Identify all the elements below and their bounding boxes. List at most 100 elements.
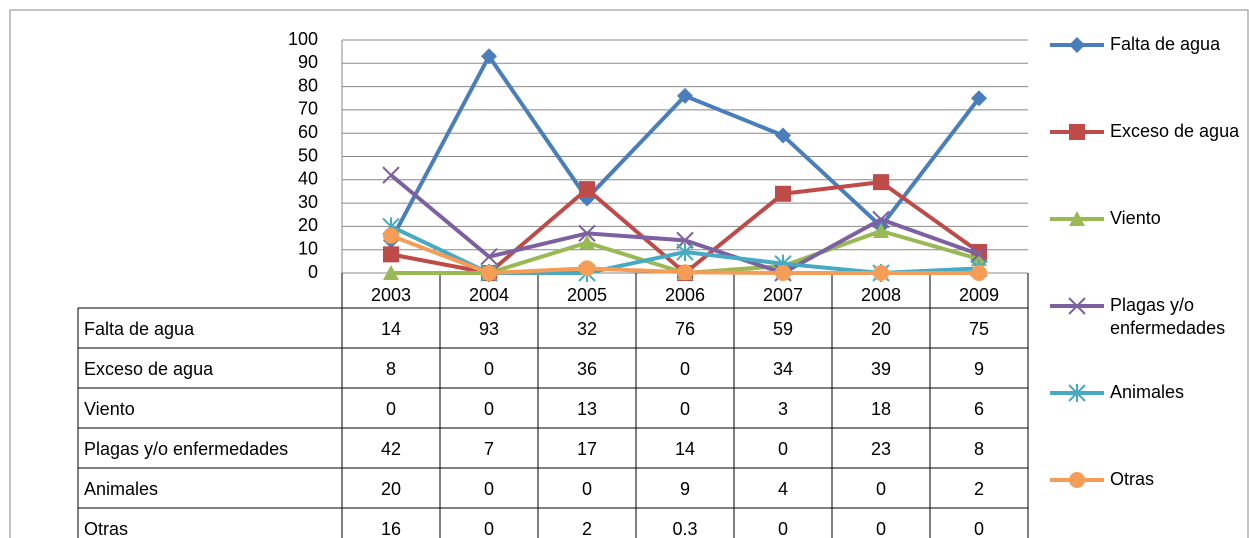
x-tick-label: 2009	[959, 285, 999, 305]
point	[873, 223, 889, 239]
table-cell: 17	[577, 439, 597, 459]
y-tick-label: 50	[298, 145, 318, 165]
table-cell: 8	[386, 359, 396, 379]
table-cell: 0	[778, 519, 788, 538]
point	[872, 210, 890, 229]
y-tick-label: 60	[298, 122, 318, 142]
table-row-label: Falta de agua	[84, 319, 195, 339]
table-cell: 0.3	[672, 519, 697, 538]
point	[383, 265, 399, 280]
table-cell: 4	[778, 479, 788, 499]
table-cell: 6	[974, 399, 984, 419]
series-line	[389, 54, 981, 242]
table-cell: 18	[871, 399, 891, 419]
point	[971, 90, 987, 107]
table-cell: 0	[778, 439, 788, 459]
legend-label: Animales	[1110, 382, 1185, 402]
table-cell: 0	[484, 399, 494, 419]
legend-label: Viento	[1110, 208, 1161, 228]
table-row-label: Otras	[84, 519, 128, 538]
point	[579, 181, 595, 198]
table-cell: 0	[680, 359, 690, 379]
point	[775, 127, 791, 144]
table-cell: 0	[484, 359, 494, 379]
table-cell: 3	[778, 399, 788, 419]
point	[481, 265, 497, 281]
table-cell: 76	[675, 319, 695, 339]
table-cell: 32	[577, 319, 597, 339]
point	[971, 265, 987, 281]
point	[382, 166, 400, 184]
point	[578, 224, 596, 243]
point	[579, 234, 595, 250]
table-cell: 2	[974, 479, 984, 499]
point	[383, 246, 399, 263]
point	[971, 251, 987, 267]
table-row-label: Plagas y/o enfermedades	[84, 439, 288, 459]
table-cell: 0	[974, 519, 984, 538]
x-tick-label: 2005	[567, 285, 607, 305]
table-row-label: Exceso de agua	[84, 359, 214, 379]
point	[775, 265, 791, 281]
table-cell: 14	[675, 439, 695, 459]
table-cell: 42	[381, 439, 401, 459]
table-cell: 34	[773, 359, 793, 379]
x-tick-label: 2008	[861, 285, 901, 305]
table-cell: 20	[871, 319, 891, 339]
y-tick-label: 70	[298, 99, 318, 119]
table-cell: 8	[974, 439, 984, 459]
table-cell: 7	[484, 439, 494, 459]
y-tick-label: 90	[298, 52, 318, 72]
point	[383, 227, 399, 244]
table-cell: 39	[871, 359, 891, 379]
table-cell: 9	[680, 479, 690, 499]
table-cell: 23	[871, 439, 891, 459]
legend-label: Otras	[1110, 469, 1155, 489]
point	[970, 245, 988, 264]
point	[775, 185, 791, 202]
table-cell: 9	[974, 359, 984, 379]
y-tick-label: 30	[298, 192, 318, 212]
legend-label: Plagas y/o enfermedades	[1110, 295, 1226, 338]
table-cell: 14	[381, 319, 401, 339]
legend-label: Falta de agua	[1110, 34, 1221, 54]
table-row-label: Viento	[84, 399, 135, 419]
point	[873, 174, 889, 191]
table-cell: 0	[680, 399, 690, 419]
table-cell: 2	[582, 519, 592, 538]
table-cell: 20	[381, 479, 401, 499]
y-tick-label: 0	[308, 262, 318, 282]
table-cell: 93	[479, 319, 499, 339]
legend-label: Exceso de agua	[1110, 121, 1240, 141]
x-tick-label: 2007	[763, 285, 803, 305]
y-tick-label: 20	[298, 215, 318, 235]
point	[677, 264, 693, 281]
table-cell: 0	[876, 519, 886, 538]
point	[579, 260, 595, 277]
table-cell: 36	[577, 359, 597, 379]
point	[480, 247, 498, 266]
y-tick-label: 40	[298, 169, 318, 189]
table-cell: 0	[484, 519, 494, 538]
point	[873, 265, 889, 281]
table-cell: 0	[876, 479, 886, 499]
y-tick-label: 10	[298, 238, 318, 258]
x-tick-label: 2003	[371, 285, 411, 305]
point	[677, 87, 693, 104]
point	[676, 243, 694, 262]
x-tick-label: 2004	[469, 285, 509, 305]
table-cell: 75	[969, 319, 989, 339]
table-cell: 16	[381, 519, 401, 538]
table-cell: 0	[582, 479, 592, 499]
series	[383, 37, 1085, 249]
table-cell: 59	[773, 319, 793, 339]
x-tick-label: 2006	[665, 285, 705, 305]
y-tick-label: 80	[298, 75, 318, 95]
point	[481, 48, 497, 65]
y-tick-label: 100	[288, 29, 318, 49]
table-row-label: Animales	[84, 479, 158, 499]
chart-border	[9, 9, 1249, 538]
table-cell: 13	[577, 399, 597, 419]
table-cell: 0	[484, 479, 494, 499]
